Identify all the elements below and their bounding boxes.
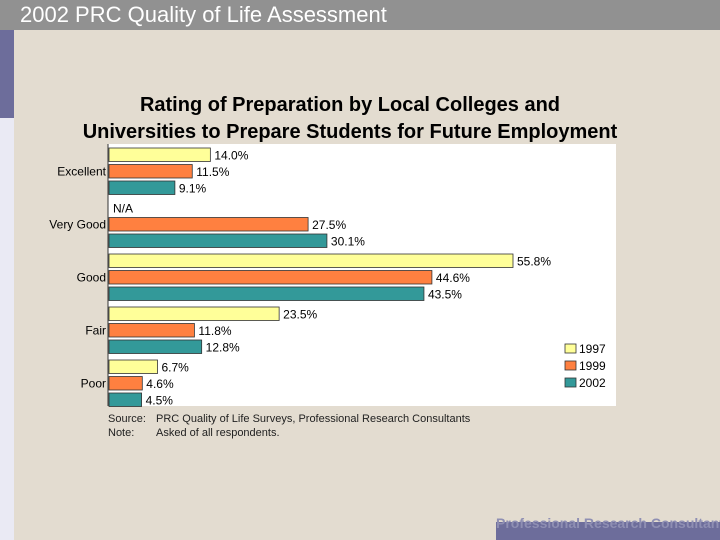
category-label: Excellent (57, 164, 106, 178)
category-label: Very Good (49, 217, 106, 231)
sidebar-accent (0, 30, 14, 118)
bar-2002 (108, 180, 176, 195)
note-row: Note: Asked of all respondents. (108, 426, 470, 440)
sidebar-strip (0, 30, 14, 540)
bar-1999 (108, 270, 433, 285)
chart-title: Rating of Preparation by Local Colleges … (40, 92, 660, 146)
data-label: 55.8% (517, 255, 551, 269)
title-bar: 2002 PRC Quality of Life Assessment (0, 0, 720, 30)
category-label: Poor (81, 376, 106, 390)
data-label: 11.8% (198, 324, 231, 338)
data-label: N/A (113, 202, 133, 216)
data-label: 12.8% (206, 341, 240, 355)
legend-label: 1997 (579, 342, 606, 356)
chart-title-line1: Rating of Preparation by Local Colleges … (139, 94, 561, 116)
bar-2002 (108, 286, 425, 301)
data-label: 9.1% (179, 182, 207, 196)
legend-swatch-1999 (564, 360, 577, 371)
footer-bar: Professional Research Consultants (496, 515, 720, 540)
bar-1999 (108, 217, 309, 232)
legend-label: 2002 (579, 376, 606, 390)
legend-swatch-2002 (564, 377, 577, 388)
legend-swatch-1997 (564, 343, 577, 354)
legend-label: 1999 (579, 359, 606, 373)
category-label: Fair (85, 323, 106, 337)
data-label: 11.5% (196, 165, 229, 179)
bar-2002 (108, 392, 142, 407)
source-text: PRC Quality of Life Surveys, Professiona… (156, 413, 471, 425)
source-label: Source: (108, 413, 146, 425)
note-label: Note: (108, 427, 135, 439)
chart-title-line2: Universities to Prepare Students for Fut… (82, 121, 618, 143)
data-label: 44.6% (436, 271, 470, 285)
chart-notes: Source: PRC Quality of Life Surveys, Pro… (108, 412, 470, 440)
page-title: 2002 PRC Quality of Life Assessment (20, 2, 387, 27)
data-label: 27.5% (312, 218, 346, 232)
data-label: 4.6% (146, 377, 174, 391)
bar-1997 (108, 359, 158, 374)
data-label: 30.1% (331, 235, 365, 249)
data-label: 14.0% (214, 149, 248, 163)
bar-1997 (108, 147, 211, 162)
bar-1999 (108, 323, 195, 338)
note-text: Asked of all respondents. (156, 427, 280, 439)
bar-1999 (108, 164, 193, 179)
data-label: 4.5% (146, 394, 174, 408)
bar-1997 (108, 306, 280, 321)
source-row: Source: PRC Quality of Life Surveys, Pro… (108, 412, 470, 426)
data-label: 23.5% (283, 308, 317, 322)
bar-1997 (108, 253, 514, 268)
category-label: Good (77, 270, 106, 284)
data-label: 6.7% (162, 361, 190, 375)
bar-1999 (108, 376, 143, 391)
bar-2002 (108, 339, 203, 354)
data-label: 43.5% (428, 288, 462, 302)
footer-text: Professional Research Consultants (496, 515, 720, 531)
bar-2002 (108, 233, 328, 248)
